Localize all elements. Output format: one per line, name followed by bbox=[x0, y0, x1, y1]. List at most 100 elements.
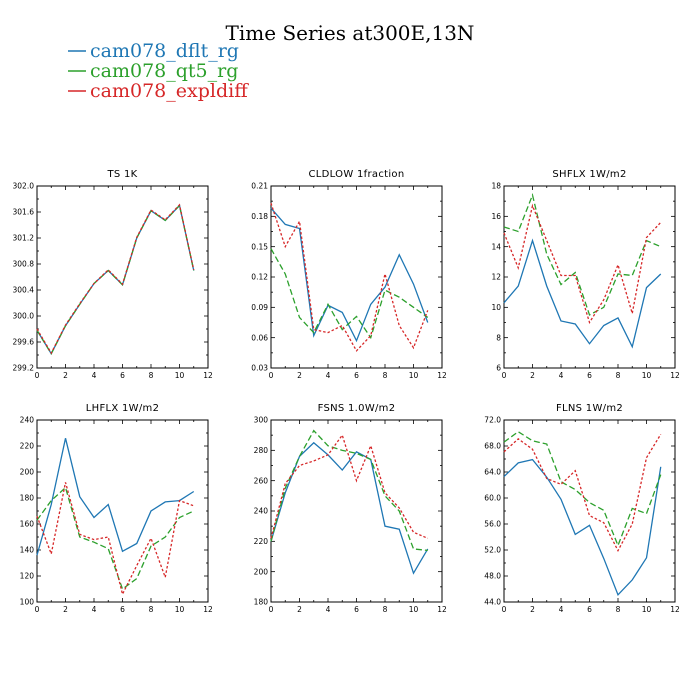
y-tick-label: 18 bbox=[491, 182, 501, 191]
y-tick-label: 6 bbox=[496, 364, 501, 373]
y-tick-label: 0.03 bbox=[251, 364, 268, 373]
x-tick-label: 12 bbox=[437, 371, 447, 380]
y-tick-label: 64.0 bbox=[484, 468, 501, 477]
series-line bbox=[503, 192, 662, 316]
series-line bbox=[36, 438, 195, 556]
series-line bbox=[36, 204, 195, 356]
y-tick-label: 56.0 bbox=[484, 520, 501, 529]
x-tick-label: 12 bbox=[437, 605, 447, 614]
y-tick-label: 60.0 bbox=[484, 494, 501, 503]
chart-panel: FSNS 1.0W/m2 0 2 4 6 8 10 12 180 200 220 240 260 280 3… bbox=[254, 403, 447, 614]
panel-title: LHFLX 1W/m2 bbox=[86, 403, 159, 414]
y-tick-label: 280 bbox=[254, 446, 269, 455]
y-tick-label: 0.09 bbox=[251, 303, 268, 312]
plot-frame bbox=[270, 419, 443, 603]
x-tick-label: 8 bbox=[149, 371, 154, 380]
x-tick-label: 2 bbox=[297, 371, 302, 380]
x-tick-label: 2 bbox=[530, 371, 535, 380]
series-line bbox=[36, 486, 195, 591]
x-tick-label: 4 bbox=[326, 605, 331, 614]
x-tick-label: 12 bbox=[203, 371, 213, 380]
x-tick-label: 6 bbox=[354, 605, 359, 614]
legend-label: cam078_dflt_rg bbox=[90, 40, 239, 62]
series-line bbox=[36, 204, 195, 356]
y-tick-label: 301.6 bbox=[13, 208, 35, 217]
x-tick-label: 0 bbox=[35, 371, 40, 380]
y-tick-label: 300 bbox=[254, 416, 269, 425]
legend-entry: cam078_expldiff bbox=[68, 80, 249, 102]
legend-label: cam078_expldiff bbox=[90, 80, 249, 102]
x-tick-label: 2 bbox=[63, 371, 68, 380]
x-tick-label: 10 bbox=[409, 371, 419, 380]
y-tick-label: 301.2 bbox=[13, 234, 35, 243]
x-tick-label: 2 bbox=[297, 605, 302, 614]
series-line bbox=[36, 203, 195, 355]
x-tick-label: 8 bbox=[616, 605, 621, 614]
x-tick-label: 4 bbox=[559, 605, 564, 614]
x-tick-label: 10 bbox=[642, 371, 652, 380]
y-tick-label: 299.6 bbox=[13, 338, 35, 347]
x-tick-label: 6 bbox=[354, 371, 359, 380]
y-tick-label: 240 bbox=[20, 416, 35, 425]
chart-panel: CLDLOW 1fraction 0 2 4 6 8 10 12 0.03 0.06 0.09 0.1… bbox=[251, 169, 447, 380]
x-tick-label: 8 bbox=[383, 371, 388, 380]
panel-title: FLNS 1W/m2 bbox=[556, 403, 623, 414]
x-tick-label: 6 bbox=[120, 371, 125, 380]
chart-panel: SHFLX 1W/m2 0 2 4 6 8 10 12 6 8 10 12 14 16 18 bbox=[491, 169, 680, 380]
x-tick-label: 8 bbox=[616, 371, 621, 380]
series-line bbox=[503, 238, 662, 349]
y-tick-label: 12 bbox=[491, 273, 501, 282]
chart-panel: LHFLX 1W/m2 0 2 4 6 8 10 12 100 120 140 160 180 200 22… bbox=[20, 403, 213, 614]
x-tick-label: 12 bbox=[670, 605, 680, 614]
chart-panel: FLNS 1W/m2 0 2 4 6 8 10 12 44.0 48.0 52.0 56.0 60.0 6… bbox=[484, 403, 680, 614]
panel-title: SHFLX 1W/m2 bbox=[552, 169, 626, 180]
y-tick-label: 260 bbox=[254, 476, 269, 485]
y-tick-label: 240 bbox=[254, 507, 269, 516]
x-tick-label: 4 bbox=[92, 605, 97, 614]
y-tick-label: 72.0 bbox=[484, 416, 501, 425]
y-tick-label: 52.0 bbox=[484, 546, 501, 555]
series-line bbox=[36, 482, 194, 597]
y-tick-label: 180 bbox=[254, 598, 269, 607]
series-line bbox=[270, 248, 429, 340]
y-tick-label: 120 bbox=[20, 572, 35, 581]
x-tick-label: 4 bbox=[559, 371, 564, 380]
y-tick-label: 180 bbox=[20, 494, 35, 503]
x-tick-label: 2 bbox=[530, 605, 535, 614]
y-tick-label: 140 bbox=[20, 546, 35, 555]
y-tick-label: 160 bbox=[20, 520, 35, 529]
legend-entry: cam078_dflt_rg bbox=[68, 40, 239, 62]
plot-frame bbox=[36, 185, 209, 369]
x-tick-label: 6 bbox=[587, 371, 592, 380]
panels-grid: TS 1K 0 2 4 6 8 10 12 299.2 299.6 300.0 300.4 300.8 3… bbox=[13, 169, 680, 614]
x-tick-label: 8 bbox=[149, 605, 154, 614]
x-tick-label: 8 bbox=[383, 605, 388, 614]
figure-title: Time Series at300E,13N bbox=[226, 21, 475, 45]
y-tick-label: 48.0 bbox=[484, 572, 501, 581]
y-tick-label: 300.4 bbox=[13, 286, 35, 295]
y-tick-label: 200 bbox=[254, 567, 269, 576]
plot-frame bbox=[36, 419, 209, 603]
y-tick-label: 0.21 bbox=[251, 182, 268, 191]
x-tick-label: 0 bbox=[269, 605, 274, 614]
x-tick-label: 0 bbox=[502, 371, 507, 380]
legend-label: cam078_qt5_rg bbox=[90, 60, 238, 82]
series-line bbox=[270, 429, 428, 552]
series-line bbox=[503, 203, 662, 325]
y-tick-label: 220 bbox=[254, 537, 269, 546]
y-tick-label: 10 bbox=[491, 303, 501, 312]
legend: cam078_dflt_rgcam078_qt5_rgcam078_expldi… bbox=[68, 40, 249, 102]
plot-frame bbox=[503, 185, 676, 369]
y-tick-label: 300.8 bbox=[13, 260, 35, 269]
x-tick-label: 12 bbox=[670, 371, 680, 380]
y-tick-label: 0.18 bbox=[251, 212, 268, 221]
y-tick-label: 200 bbox=[20, 468, 35, 477]
y-tick-label: 220 bbox=[20, 442, 35, 451]
x-tick-label: 0 bbox=[502, 605, 507, 614]
panel-title: TS 1K bbox=[106, 169, 137, 180]
y-tick-label: 0.06 bbox=[251, 333, 268, 342]
y-tick-label: 44.0 bbox=[484, 598, 501, 607]
x-tick-label: 10 bbox=[175, 371, 185, 380]
series-line bbox=[270, 441, 429, 575]
